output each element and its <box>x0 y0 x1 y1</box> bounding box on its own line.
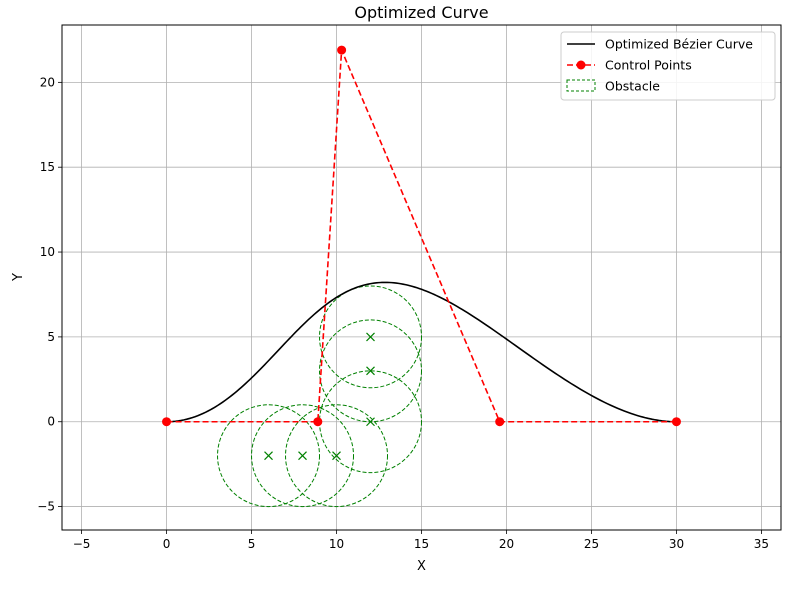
y-tick-label: 20 <box>40 75 55 89</box>
x-tick-label: 20 <box>499 537 514 551</box>
obstacle-center-marker <box>366 366 375 376</box>
control-point-marker <box>495 417 505 427</box>
control-point-marker <box>337 45 347 55</box>
x-tick-label: 10 <box>329 537 344 551</box>
legend-swatch-control-marker <box>576 60 586 70</box>
control-point-marker <box>313 417 323 427</box>
control-point-marker <box>162 417 172 427</box>
x-tick-label: 5 <box>248 537 256 551</box>
obstacle-center-marker <box>366 417 375 427</box>
obstacle-circle <box>285 404 389 508</box>
bezier-curve-line <box>166 281 677 423</box>
legend-label: Control Points <box>605 58 692 73</box>
obstacle-circle <box>217 404 321 508</box>
x-tick-label: 35 <box>754 537 769 551</box>
x-tick-label: −5 <box>73 537 91 551</box>
chart-title: Optimized Curve <box>354 3 488 22</box>
y-tick-label: 0 <box>47 415 55 429</box>
control-point-marker <box>671 417 681 427</box>
obstacle-center-marker <box>298 451 307 461</box>
legend-label: Obstacle <box>605 79 660 94</box>
legend-swatch-obstacle <box>566 79 596 92</box>
obstacle-circle <box>251 404 355 508</box>
x-tick-label: 15 <box>414 537 429 551</box>
legend-label: Optimized Bézier Curve <box>605 37 753 52</box>
y-tick-label: 5 <box>47 330 55 344</box>
x-tick-label: 25 <box>584 537 599 551</box>
obstacle-circle <box>319 285 422 389</box>
x-tick-label: 0 <box>163 537 171 551</box>
obstacle-center-marker <box>264 451 273 461</box>
x-axis-label: X <box>417 559 426 574</box>
y-axis-label: Y <box>11 273 26 282</box>
y-tick-label: 15 <box>40 160 55 174</box>
ticks: −5 0 5 10 15 20 25 30 35 −5 0 5 10 15 20 <box>37 75 769 551</box>
plot-area <box>162 45 681 508</box>
legend: Optimized Bézier Curve Control Points Obst… <box>560 31 776 101</box>
y-tick-label: −5 <box>37 500 55 514</box>
y-tick-label: 10 <box>40 245 55 259</box>
obstacle-center-marker <box>332 451 341 461</box>
x-tick-label: 30 <box>669 537 684 551</box>
obstacle-center-marker <box>366 332 375 342</box>
legend-box <box>560 31 776 101</box>
